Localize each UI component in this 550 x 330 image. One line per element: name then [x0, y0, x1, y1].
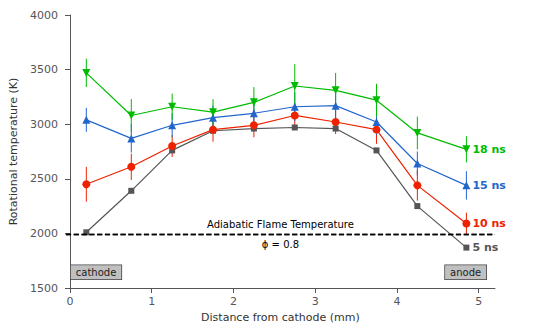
svg-text:cathode: cathode [76, 267, 117, 278]
svg-text:Rotational temperature (K): Rotational temperature (K) [7, 78, 20, 226]
svg-text:1500: 1500 [30, 282, 58, 295]
svg-text:2000: 2000 [30, 227, 58, 240]
svg-text:2: 2 [230, 295, 237, 308]
svg-text:15 ns: 15 ns [472, 179, 506, 192]
svg-text:anode: anode [450, 267, 481, 278]
svg-text:0: 0 [66, 295, 73, 308]
svg-text:1: 1 [148, 295, 155, 308]
svg-text:Adiabatic Flame Temperature: Adiabatic Flame Temperature [207, 219, 354, 230]
svg-text:3000: 3000 [30, 118, 58, 131]
svg-text:Distance from cathode (mm): Distance from cathode (mm) [201, 311, 360, 324]
svg-text:4: 4 [393, 295, 400, 308]
svg-text:2500: 2500 [30, 172, 58, 185]
svg-text:5: 5 [475, 295, 482, 308]
svg-text:4000: 4000 [30, 9, 58, 22]
svg-text:ϕ = 0.8: ϕ = 0.8 [262, 239, 299, 250]
svg-text:5 ns: 5 ns [472, 241, 498, 254]
svg-text:3: 3 [312, 295, 319, 308]
svg-text:3500: 3500 [30, 63, 58, 76]
svg-text:10 ns: 10 ns [472, 217, 506, 230]
svg-text:18 ns: 18 ns [472, 143, 506, 156]
